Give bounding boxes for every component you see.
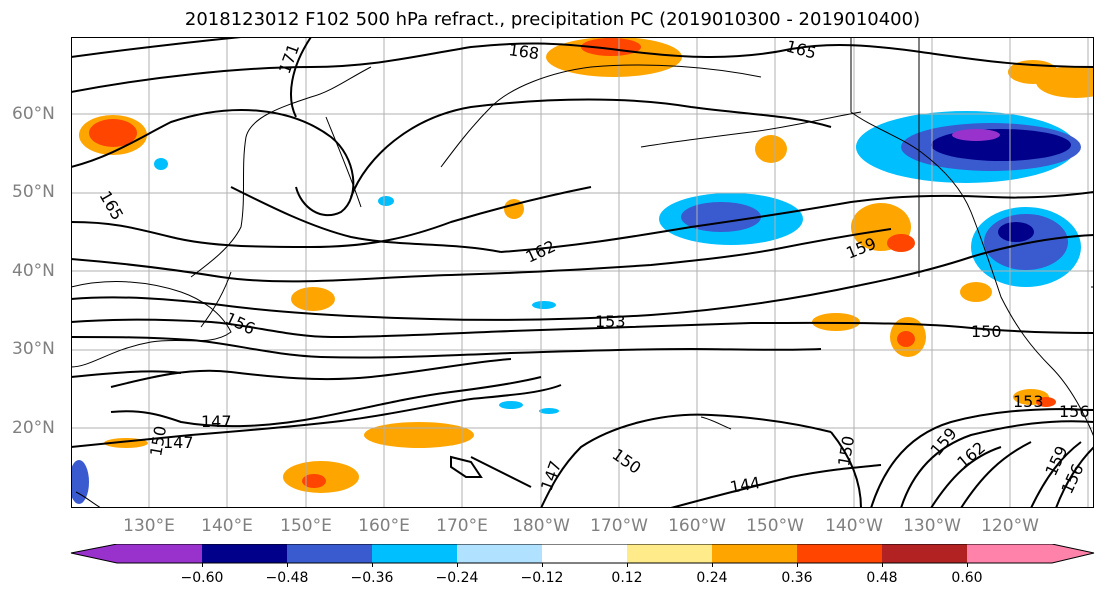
precip-blob xyxy=(681,202,761,232)
contour-label: 150 xyxy=(971,322,1002,341)
lon-label: 160°E xyxy=(358,516,410,536)
lat-label: 50°N xyxy=(12,182,55,202)
precip-blob xyxy=(984,214,1068,270)
colorbar-tick-label: 0.60 xyxy=(951,570,983,586)
contours xyxy=(71,37,1094,508)
precip-blob xyxy=(755,135,787,163)
precip-blob xyxy=(897,331,915,347)
lon-label: 140°W xyxy=(825,516,883,536)
precip-blob xyxy=(931,129,1071,161)
precip-blob xyxy=(89,119,137,147)
contour-label: 150 xyxy=(609,445,645,478)
lon-label: 150°E xyxy=(280,516,332,536)
colorbar-segment xyxy=(71,544,117,563)
colorbar-tick xyxy=(882,563,883,567)
colorbar-tick xyxy=(202,563,203,567)
colorbar-tick xyxy=(797,563,798,567)
colorbar-tick-label: 0.48 xyxy=(866,570,898,586)
lon-label: 130°W xyxy=(903,516,961,536)
precip-blob xyxy=(546,37,682,77)
lon-label: 160°W xyxy=(668,516,726,536)
colorbar-tick-label: −0.12 xyxy=(520,570,564,586)
colorbar-tick-label: −0.48 xyxy=(265,570,309,586)
lon-label: 120°W xyxy=(981,516,1039,536)
colorbar-segment xyxy=(117,544,202,563)
colorbar-tick xyxy=(287,563,288,567)
contour-label: 162 xyxy=(953,438,989,472)
contour-label: 153 xyxy=(595,312,626,331)
colorbar-tick-label: −0.36 xyxy=(350,570,394,586)
contour-label: 150 xyxy=(834,434,858,467)
lat-label: 30°N xyxy=(12,339,55,359)
colorbar-tick xyxy=(372,563,373,567)
colorbar-segment xyxy=(542,544,627,563)
precip-blob xyxy=(998,222,1034,242)
colorbar-tick xyxy=(627,563,628,567)
colorbar-tick-label: 0.12 xyxy=(611,570,643,586)
colorbar-tick-label: 0.36 xyxy=(781,570,813,586)
precip-blob xyxy=(887,234,915,252)
contour-label: 153 xyxy=(1013,392,1044,411)
lat-label: 40°N xyxy=(12,261,55,281)
map-title: 2018123012 F102 500 hPa refract., precip… xyxy=(184,9,921,30)
colorbar-outline xyxy=(70,544,1095,564)
contour-label: 147 xyxy=(163,433,194,452)
contour-label: 171 xyxy=(275,41,303,76)
colorbar-segment xyxy=(202,544,287,563)
precip-blob xyxy=(539,408,559,414)
colorbar-segment xyxy=(1052,544,1094,563)
precip-blob xyxy=(291,287,335,311)
lon-label: 170°W xyxy=(590,516,648,536)
precip-blob xyxy=(378,196,394,206)
lat-label: 60°N xyxy=(12,104,55,124)
colorbar-tick-label: −0.24 xyxy=(435,570,479,586)
map-canvas: 171 168 165 165 162 159 156 153 150 150 … xyxy=(71,37,1094,508)
colorbar-tick xyxy=(967,563,968,567)
precip-blob xyxy=(364,422,474,448)
contour-label: 165 xyxy=(784,37,818,63)
contour-label: 156 xyxy=(1059,402,1090,421)
precip-blob xyxy=(71,460,89,504)
colorbar-tick-label: 0.24 xyxy=(696,570,728,586)
precip-blob xyxy=(952,129,1000,141)
precip-blob xyxy=(532,301,556,309)
precip-blob xyxy=(154,158,168,170)
colorbar xyxy=(70,544,1095,564)
colorbar-tick-label: −0.60 xyxy=(180,570,224,586)
map-panel: 171 168 165 165 162 159 156 153 150 150 … xyxy=(71,37,1094,508)
colorbar-segment xyxy=(372,544,457,563)
colorbar-tick xyxy=(457,563,458,567)
colorbar-segment xyxy=(797,544,882,563)
colorbar-tick xyxy=(712,563,713,567)
coastlines xyxy=(71,37,1094,508)
precip-blob xyxy=(302,474,326,488)
lon-label: 140°E xyxy=(201,516,253,536)
colorbar-segment xyxy=(287,544,372,563)
precip-blob xyxy=(1036,397,1056,407)
colorbar-segment xyxy=(967,544,1052,563)
contour-label: 150 xyxy=(146,424,170,457)
colorbar-tick xyxy=(542,563,543,567)
colorbar-segment xyxy=(712,544,797,563)
contour-label: 144 xyxy=(728,473,761,497)
precip-blob xyxy=(960,282,992,302)
lat-label: 20°N xyxy=(12,418,55,438)
lon-label: 150°W xyxy=(746,516,804,536)
lon-label: 170°E xyxy=(436,516,488,536)
colorbar-segment xyxy=(457,544,542,563)
lon-label: 180°W xyxy=(512,516,570,536)
contour-label: 168 xyxy=(507,40,540,63)
contour-label: 147 xyxy=(201,412,232,431)
colorbar-segment xyxy=(882,544,967,563)
colorbar-segment xyxy=(627,544,712,563)
lon-label: 130°E xyxy=(123,516,175,536)
precip-blob xyxy=(499,401,523,409)
